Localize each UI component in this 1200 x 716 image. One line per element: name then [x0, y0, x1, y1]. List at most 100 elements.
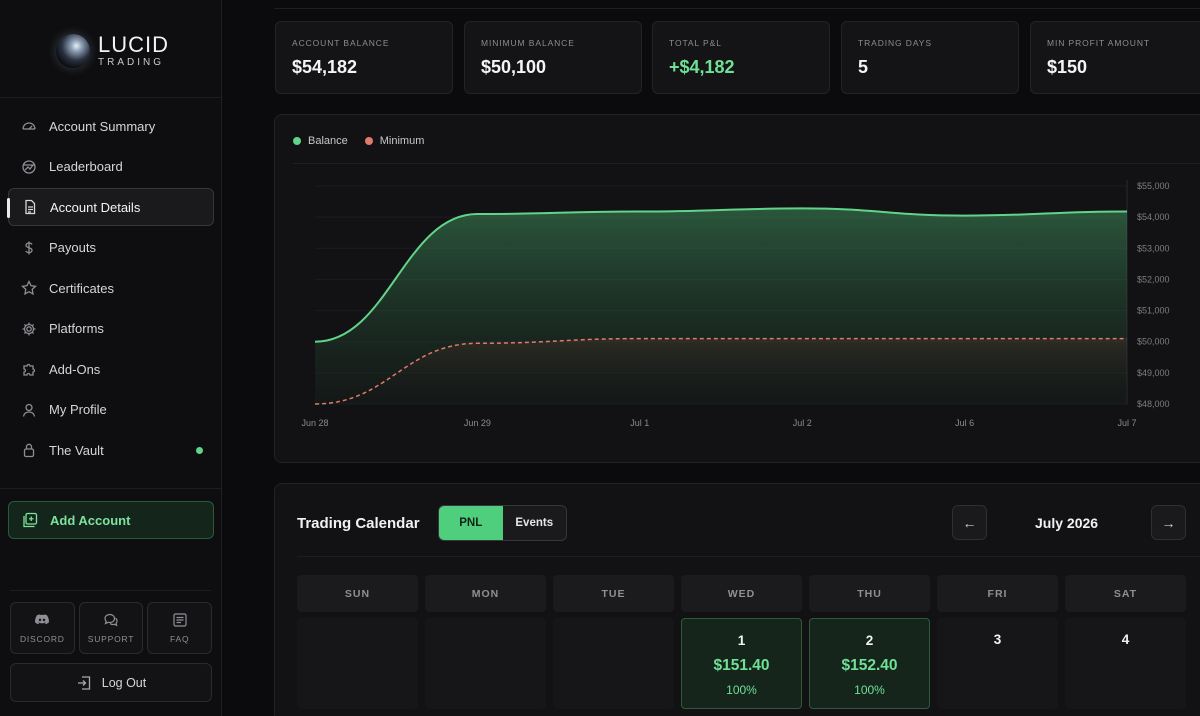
sidebar-item-account-summary[interactable]: Account Summary: [8, 107, 214, 145]
y-tick-label: $48,000: [1137, 399, 1170, 409]
x-tick-label: Jul 6: [955, 418, 974, 428]
stat-card-total-pnl: TOTAL P&L +$4,182: [652, 21, 830, 94]
calendar-day[interactable]: 1 $151.40 100%: [681, 618, 802, 709]
calendar-day-empty: [425, 618, 546, 709]
calendar-divider: [297, 556, 1200, 557]
calendar-day[interactable]: 4: [1065, 618, 1186, 709]
add-account-button[interactable]: Add Account: [8, 501, 214, 539]
logout-button[interactable]: Log Out: [10, 663, 212, 702]
legend-dot: [293, 137, 301, 145]
sidebar-item-my-profile[interactable]: My Profile: [8, 391, 214, 429]
document-icon: [22, 199, 38, 215]
dollar-icon: [21, 240, 37, 256]
minimum-line: [314, 337, 1127, 405]
trading-calendar: Trading Calendar PNL Events ← July 2026 …: [274, 483, 1200, 716]
sidebar-item-label: Platforms: [49, 321, 104, 336]
sidebar-item-the-vault[interactable]: The Vault: [8, 431, 214, 469]
day-pnl: $152.40: [841, 657, 898, 674]
weekday-header: FRI: [937, 575, 1058, 612]
weekday-header: WED: [681, 575, 802, 612]
puzzle-icon: [21, 361, 37, 377]
stat-value: $54,182: [292, 57, 358, 77]
chart-legend: Balance Minimum: [293, 135, 441, 147]
sidebar-item-add-ons[interactable]: Add-Ons: [8, 350, 214, 388]
day-number: 4: [1121, 632, 1130, 647]
stat-label: TOTAL P&L: [669, 38, 722, 48]
sidebar-item-label: Leaderboard: [49, 159, 123, 174]
chat-icon: [104, 613, 118, 627]
stat-label: MINIMUM BALANCE: [481, 38, 575, 48]
discord-label: DISCORD: [19, 634, 65, 644]
day-number: 1: [737, 633, 746, 648]
logout-label: Log Out: [101, 675, 147, 690]
support-label: SUPPORT: [87, 634, 135, 644]
calendar-day[interactable]: 3: [937, 618, 1058, 709]
minimum-area: [315, 338, 1127, 404]
sidebar-divider: [10, 590, 211, 591]
sidebar-item-label: Account Details: [50, 199, 141, 215]
sidebar-item-certificates[interactable]: Certificates: [8, 269, 214, 307]
calendar-day-empty: [297, 618, 418, 709]
lock-icon: [21, 442, 37, 458]
y-tick-label: $51,000: [1137, 306, 1170, 316]
legend-item-balance[interactable]: Balance: [293, 135, 348, 147]
discord-icon: [35, 614, 50, 625]
y-tick-label: $55,000: [1137, 181, 1170, 191]
x-tick-label: Jul 2: [793, 418, 812, 428]
day-number: 2: [865, 633, 874, 648]
stat-label: MIN PROFIT AMOUNT: [1047, 38, 1150, 48]
user-icon: [21, 402, 37, 418]
faq-icon: [173, 613, 187, 627]
prev-month-button[interactable]: ←: [952, 505, 987, 540]
brand-tagline: TRADING: [98, 57, 164, 68]
weekday-header: SAT: [1065, 575, 1186, 612]
toggle-pnl-button[interactable]: PNL: [439, 506, 503, 540]
x-tick-label: Jul 7: [1117, 418, 1136, 428]
stat-label: TRADING DAYS: [858, 38, 932, 48]
y-tick-label: $54,000: [1137, 212, 1170, 222]
y-tick-label: $49,000: [1137, 368, 1170, 378]
legend-label: Minimum: [379, 135, 425, 147]
x-tick-label: Jun 29: [464, 418, 491, 428]
sidebar-item-platforms[interactable]: Platforms: [8, 310, 214, 348]
brand-name: LUCID: [98, 32, 170, 57]
legend-dot: [364, 137, 373, 145]
stat-card-trading-days: TRADING DAYS 5: [841, 21, 1019, 94]
weekday-header: TUE: [553, 575, 674, 612]
gauge-icon: [21, 118, 37, 134]
stat-label: ACCOUNT BALANCE: [292, 38, 390, 48]
calendar-day[interactable]: 2 $152.40 100%: [809, 618, 930, 709]
faq-button[interactable]: FAQ: [147, 602, 213, 654]
legend-item-minimum[interactable]: Minimum: [364, 135, 425, 147]
stat-card-minimum-balance: MINIMUM BALANCE $50,100: [464, 21, 642, 94]
support-button[interactable]: SUPPORT: [78, 602, 144, 654]
next-month-button[interactable]: →: [1151, 505, 1186, 540]
sidebar-item-label: The Vault: [49, 442, 104, 458]
toggle-events-button[interactable]: Events: [515, 517, 554, 529]
stat-value: $150: [1047, 57, 1088, 77]
y-tick-label: $50,000: [1137, 337, 1170, 347]
sidebar-item-account-details[interactable]: Account Details: [7, 188, 214, 226]
faq-label: FAQ: [169, 634, 190, 644]
weekday-header: THU: [809, 575, 930, 612]
stat-value: 5: [858, 57, 869, 77]
day-number: 3: [993, 632, 1002, 647]
main-content: ACCOUNT BALANCE $54,182 MINIMUM BALANCE …: [222, 0, 1200, 716]
y-tick-label: $53,000: [1137, 243, 1170, 253]
discord-button[interactable]: DISCORD: [10, 602, 75, 654]
lucid-logo[interactable]: LUCID TRADING: [56, 33, 169, 69]
stat-value: +$4,182: [669, 57, 735, 77]
sidebar-divider: [0, 97, 221, 98]
arrow-right-icon: →: [1161, 514, 1176, 531]
utility-links: DISCORD SUPPORT FAQ: [10, 602, 213, 654]
x-tick-label: Jun 28: [301, 418, 328, 428]
day-pnl: $151.40: [713, 657, 770, 674]
vault-status-dot: [196, 447, 203, 454]
gear-icon: [21, 321, 37, 337]
y-tick-label: $52,000: [1137, 274, 1170, 284]
header-divider: [274, 8, 1200, 9]
stat-card-account-balance: ACCOUNT BALANCE $54,182: [275, 21, 453, 94]
sidebar-item-payouts[interactable]: Payouts: [8, 229, 214, 267]
weekday-header: SUN: [297, 575, 418, 612]
sidebar-item-leaderboard[interactable]: Leaderboard: [8, 148, 214, 186]
